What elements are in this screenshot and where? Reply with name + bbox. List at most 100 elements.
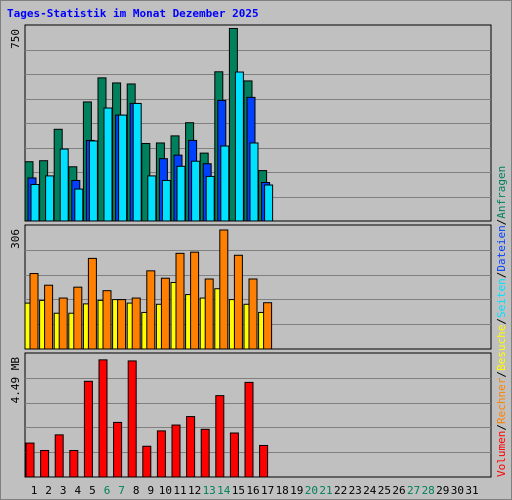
bar-volumen-day-14 — [215, 395, 225, 478]
bar-volumen-day-12 — [186, 416, 196, 478]
bar-seiten-day-6 — [103, 107, 113, 222]
x-tick-label-18: 18 — [276, 484, 289, 497]
bar-volumen-day-3 — [54, 434, 64, 478]
legend-item-besuche: Besuche — [495, 325, 508, 371]
bar-volumen-day-16 — [244, 381, 254, 478]
legend-item-volumen: Volumen — [495, 431, 508, 477]
bar-seiten-day-7 — [118, 114, 128, 222]
bar-seiten-day-16 — [249, 142, 259, 222]
x-tick-label-21: 21 — [319, 484, 332, 497]
x-tick-label-16: 16 — [246, 484, 259, 497]
bar-volumen-day-11 — [171, 424, 181, 478]
x-tick-label-29: 29 — [436, 484, 449, 497]
bar-seiten-day-4 — [74, 188, 84, 222]
bar-seiten-day-3 — [59, 148, 69, 222]
bar-rechner-day-7 — [117, 299, 127, 350]
x-tick-label-15: 15 — [232, 484, 245, 497]
bar-seiten-day-12 — [191, 160, 201, 222]
legend-separator: / — [495, 219, 508, 226]
x-tick-label-17: 17 — [261, 484, 274, 497]
bar-seiten-day-8 — [132, 102, 142, 222]
bar-rechner-day-17 — [263, 302, 273, 350]
legend-separator: / — [495, 272, 508, 279]
x-tick-label-30: 30 — [451, 484, 464, 497]
x-tick-label-22: 22 — [334, 484, 347, 497]
x-tick-label-26: 26 — [392, 484, 405, 497]
bar-volumen-day-17 — [259, 444, 269, 478]
x-tick-label-2: 2 — [45, 484, 52, 497]
bar-volumen-day-13 — [200, 428, 210, 478]
legend-item-dateien: Dateien — [495, 225, 508, 271]
bar-rechner-day-8 — [131, 297, 141, 350]
x-tick-label-31: 31 — [465, 484, 478, 497]
x-tick-label-4: 4 — [74, 484, 81, 497]
x-tick-label-1: 1 — [31, 484, 38, 497]
bar-volumen-day-4 — [69, 449, 79, 478]
legend-separator: / — [495, 424, 508, 431]
bar-rechner-day-2 — [44, 284, 54, 350]
x-tick-label-14: 14 — [217, 484, 231, 497]
chart-title: Tages-Statistik im Monat Dezember 2025 — [7, 7, 259, 20]
bar-volumen-day-9 — [142, 445, 152, 478]
x-tick-label-28: 28 — [422, 484, 435, 497]
y-max-label-middle: 306 — [9, 229, 22, 249]
x-tick-label-5: 5 — [89, 484, 96, 497]
legend: Volumen/Rechner/Besuche/Seiten/Dateien/A… — [495, 166, 508, 477]
bar-seiten-day-5 — [88, 140, 98, 222]
legend-separator: / — [495, 371, 508, 378]
x-tick-label-9: 9 — [147, 484, 154, 497]
bar-rechner-day-3 — [58, 297, 68, 350]
bar-seiten-day-2 — [45, 175, 55, 222]
bar-rechner-day-12 — [190, 251, 200, 350]
legend-item-anfragen: Anfragen — [495, 166, 508, 219]
bar-volumen-day-6 — [98, 359, 108, 478]
bar-seiten-day-13 — [205, 175, 215, 222]
bar-rechner-day-11 — [175, 252, 185, 350]
bar-seiten-day-11 — [176, 165, 186, 222]
x-tick-label-6: 6 — [104, 484, 111, 497]
x-tick-label-23: 23 — [349, 484, 362, 497]
x-tick-label-11: 11 — [173, 484, 186, 497]
bar-volumen-day-8 — [127, 360, 137, 478]
bar-seiten-day-15 — [234, 71, 244, 222]
x-tick-label-13: 13 — [203, 484, 216, 497]
bar-rechner-day-13 — [204, 278, 214, 350]
y-max-label-top: 750 — [9, 29, 22, 49]
x-tick-label-20: 20 — [305, 484, 318, 497]
x-tick-label-12: 12 — [188, 484, 201, 497]
bar-volumen-day-15 — [229, 432, 239, 478]
bar-rechner-day-6 — [102, 290, 112, 350]
x-tick-label-10: 10 — [159, 484, 172, 497]
bar-rechner-day-9 — [146, 270, 156, 350]
bar-volumen-day-7 — [113, 421, 123, 478]
y-max-label-bottom: 4.49 MB — [9, 357, 22, 404]
bar-rechner-day-4 — [73, 286, 83, 350]
bar-volumen-day-10 — [156, 430, 166, 478]
bar-seiten-day-10 — [161, 179, 171, 222]
bar-seiten-day-14 — [220, 145, 230, 222]
bar-rechner-day-15 — [233, 254, 243, 350]
bar-rechner-day-16 — [248, 278, 258, 350]
x-tick-label-19: 19 — [290, 484, 303, 497]
legend-separator: / — [495, 318, 508, 325]
x-tick-label-8: 8 — [133, 484, 140, 497]
panel-bottom — [24, 352, 492, 478]
x-tick-label-25: 25 — [378, 484, 391, 497]
bar-volumen-day-1 — [25, 442, 35, 478]
x-tick-label-7: 7 — [118, 484, 125, 497]
x-tick-label-24: 24 — [363, 484, 377, 497]
legend-item-seiten: Seiten — [495, 278, 508, 318]
bar-rechner-day-1 — [29, 273, 39, 350]
bar-seiten-day-17 — [264, 184, 274, 222]
bar-seiten-day-1 — [30, 184, 40, 222]
bar-volumen-day-5 — [83, 380, 93, 478]
bar-volumen-day-2 — [40, 449, 50, 478]
x-tick-label-27: 27 — [407, 484, 420, 497]
bar-rechner-day-5 — [87, 257, 97, 350]
x-tick-label-3: 3 — [60, 484, 67, 497]
bar-seiten-day-9 — [147, 175, 157, 222]
bar-rechner-day-10 — [160, 277, 170, 350]
legend-item-rechner: Rechner — [495, 377, 508, 424]
